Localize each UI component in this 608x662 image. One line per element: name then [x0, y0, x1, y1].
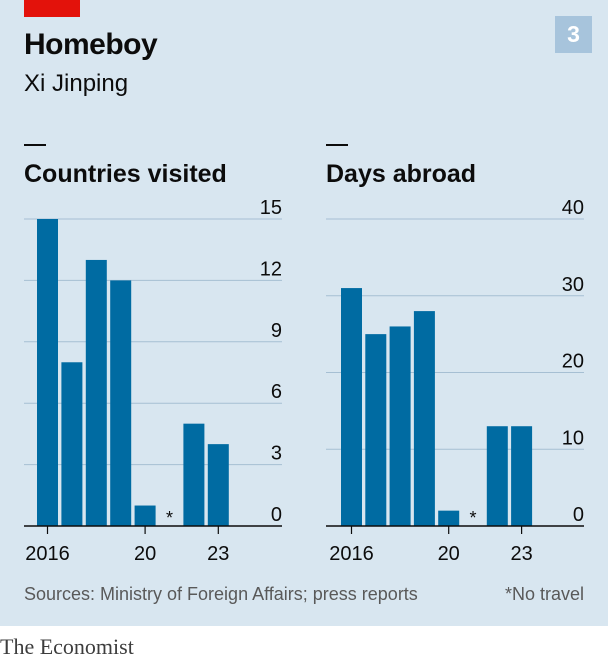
countries-y-tick-label: 12 — [260, 258, 282, 280]
countries-x-tick-label: 20 — [134, 543, 156, 565]
countries-y-tick-label: 6 — [271, 381, 282, 403]
countries-bar-2018 — [85, 259, 107, 526]
countries-title-rule — [24, 144, 46, 146]
chart-subtitle: Xi Jinping — [24, 70, 129, 97]
brand-red-tag — [24, 0, 80, 17]
days-y-tick-label: 40 — [562, 197, 584, 219]
days-y-tick-label: 30 — [562, 274, 584, 296]
days-bar-2018 — [389, 326, 411, 526]
countries-bar-2020 — [134, 505, 156, 526]
source-note: Sources: Ministry of Foreign Affairs; pr… — [24, 584, 418, 604]
days-y-tick-label: 0 — [573, 504, 584, 526]
days-title-rule — [326, 144, 348, 146]
days-y-tick-label: 20 — [562, 351, 584, 373]
countries-x-tick-label: 23 — [207, 543, 229, 565]
countries-y-tick-label: 15 — [260, 197, 282, 219]
economist-logo-text: The Economist — [0, 634, 134, 659]
countries-y-tick-label: 0 — [271, 504, 282, 526]
days-bar-2023 — [511, 426, 533, 526]
days-y-tick-label: 10 — [562, 427, 584, 449]
days-bar-2020 — [438, 510, 460, 526]
countries-panel-title: Countries visited — [24, 160, 227, 188]
chart-title: Homeboy — [24, 28, 158, 61]
countries-x-tick-label: 2016 — [25, 543, 70, 565]
countries-bar-2019 — [110, 280, 132, 526]
countries-bar-2023 — [207, 444, 229, 526]
days-no-travel-marker: * — [469, 508, 476, 528]
days-bar-2016 — [341, 288, 362, 526]
countries-no-travel-marker: * — [166, 508, 173, 528]
days-x-tick-label: 23 — [510, 543, 532, 565]
countries-y-tick-label: 3 — [271, 443, 282, 465]
countries-y-tick-label: 9 — [271, 320, 282, 342]
countries-bar-2017 — [61, 362, 83, 526]
days-bar-2022 — [486, 426, 508, 526]
chart-number-badge: 3 — [555, 16, 592, 53]
days-x-tick-label: 20 — [438, 543, 460, 565]
days-bar-2019 — [413, 311, 435, 526]
charts-canvas: Countries visited 0 3 6 9 12 15 * 2016 20 23 Days a… — [24, 144, 584, 565]
no-travel-note: *No travel — [504, 584, 584, 604]
countries-bar-2022 — [183, 423, 205, 526]
days-x-tick-label: 2016 — [329, 543, 374, 565]
days-panel-title: Days abroad — [326, 160, 476, 188]
days-bar-2017 — [365, 334, 387, 526]
countries-bar-2016 — [37, 219, 58, 526]
